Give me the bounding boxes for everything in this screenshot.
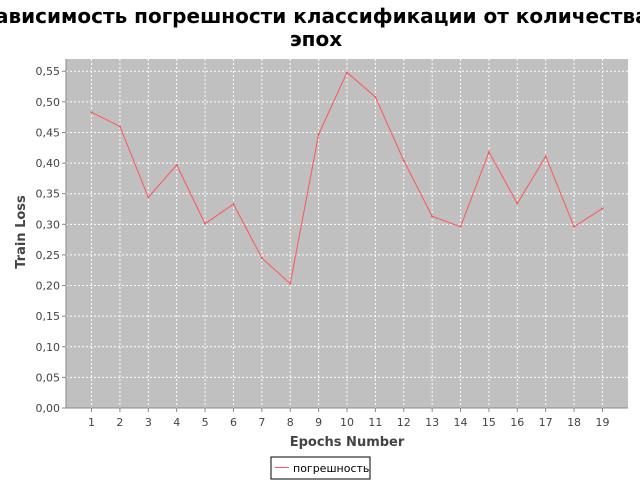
data-point [459,225,462,228]
data-point [544,155,547,158]
x-tick-label: 19 [595,416,609,429]
data-point [317,133,320,136]
x-tick-label: 8 [287,416,294,429]
grid-lines [66,59,628,409]
y-tick-label: 0,20 [36,280,61,293]
y-tick-label: 0,50 [36,96,61,109]
y-tick-label: 0,45 [36,126,61,139]
y-tick-label: 0,25 [36,249,61,262]
x-tick-label: 1 [88,416,95,429]
x-tick-label: 15 [482,416,496,429]
x-tick-label: 4 [173,416,180,429]
data-point [175,163,178,166]
x-tick-label: 3 [145,416,152,429]
data-point [601,207,604,210]
legend: погрешность [270,456,371,480]
y-tick-label: 0,30 [36,218,61,231]
axes: 0,00 0,05 0,10 0,15 0,20 0,25 0,30 0,35 0,40 0,45… [36,59,628,429]
series-layer [90,71,604,285]
y-tick-label: 0,35 [36,188,61,201]
y-tick-label: 0,05 [36,371,61,384]
x-tick-label: 14 [454,416,468,429]
data-point [147,196,150,199]
x-tick-label: 2 [116,416,123,429]
data-point [90,111,93,114]
data-point [402,159,405,162]
y-tick-label: 0,10 [36,341,61,354]
y-tick-label: 0,15 [36,310,61,323]
data-point [289,282,292,285]
y-tick-label: 0,55 [36,65,61,78]
x-tick-label: 6 [230,416,237,429]
data-point [374,95,377,98]
x-tick-label: 5 [202,416,209,429]
x-tick-label: 7 [258,416,265,429]
data-point [516,202,519,205]
data-point [431,215,434,218]
chart-title-line-1: зависимость погрешности классификации от… [0,4,640,28]
chart-title-line-2: эпох [290,27,342,51]
data-point [118,125,121,128]
x-tick-label: 18 [567,416,581,429]
x-tick-label: 11 [368,416,382,429]
data-point [573,225,576,228]
x-tick-label: 12 [397,416,411,429]
data-point [260,256,263,259]
legend-label: погрешность [293,462,369,475]
x-tick-label: 16 [510,416,524,429]
x-tick-label: 10 [340,416,354,429]
y-axis-label: Train Loss [14,195,29,269]
x-tick-label: 9 [315,416,322,429]
data-point [204,222,207,225]
legend-box [270,456,371,480]
data-point [232,203,235,206]
plot-area [66,59,628,408]
x-tick-label: 13 [425,416,439,429]
y-tick-label: 0,00 [36,402,61,415]
x-axis-label: Epochs Number [290,435,405,450]
data-point [346,71,348,74]
data-point [487,151,490,154]
x-tick-label: 17 [539,416,553,429]
y-tick-label: 0,40 [36,157,61,170]
